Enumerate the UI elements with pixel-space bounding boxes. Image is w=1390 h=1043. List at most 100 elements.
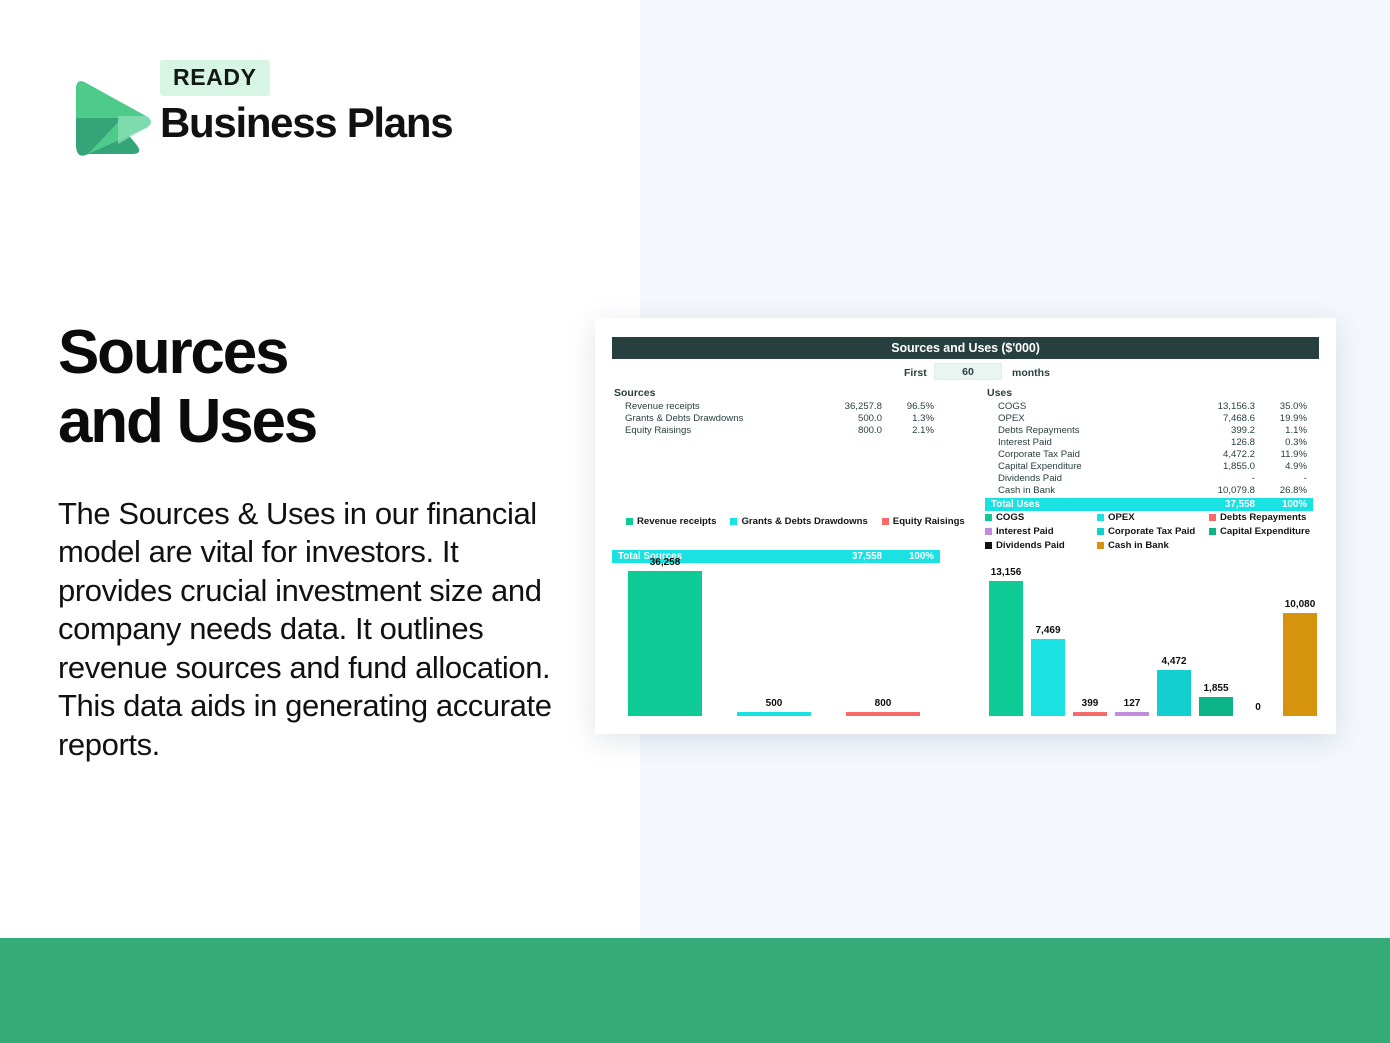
legend-label: COGS: [996, 511, 1025, 523]
bar-value-label: 500: [765, 698, 783, 709]
spreadsheet-card: Sources and Uses ($'000) First 60 months…: [595, 318, 1336, 734]
months-input[interactable]: 60: [934, 363, 1002, 380]
legend-label: Cash in Bank: [1108, 539, 1169, 551]
play-logo-icon: [58, 58, 154, 158]
table-row: Equity Raisings 800.0 2.1%: [612, 424, 940, 436]
bar-value-label: 13,156: [990, 567, 1022, 578]
table-row: Cash in Bank 10,079.8 26.8%: [985, 484, 1313, 496]
use-row-name: Cash in Bank: [998, 484, 1056, 496]
source-row-name: Grants & Debts Drawdowns: [625, 412, 744, 424]
legend-item[interactable]: Revenue receipts: [626, 516, 716, 527]
use-row-pct: 1.1%: [1285, 424, 1307, 436]
use-row-amount: 13,156.3: [1217, 400, 1255, 412]
source-row-amount: 36,257.8: [844, 400, 882, 412]
bar-rect: [846, 712, 920, 716]
use-row-pct: 19.9%: [1279, 412, 1307, 424]
legend-item[interactable]: Capital Expenditure: [1209, 526, 1321, 537]
description-paragraph: The Sources & Uses in our financial mode…: [58, 495, 552, 762]
uses-table: Uses COGS 13,156.3 35.0% OPEX 7,468.6 19.9% De…: [985, 386, 1313, 511]
sheet-title-bar: Sources and Uses ($'000): [612, 337, 1319, 359]
use-row-amount: 1,855.0: [1222, 460, 1255, 472]
use-row-pct: 11.9%: [1280, 448, 1308, 460]
legend-item[interactable]: Debts Repayments: [1209, 512, 1321, 523]
use-row-pct: 0.3%: [1285, 436, 1307, 448]
table-row: Debts Repayments 399.2 1.1%: [985, 424, 1313, 436]
legend-swatch-icon: [1097, 513, 1104, 521]
chart-bar: 500: [737, 546, 811, 716]
use-row-amount: 7,468.6: [1222, 412, 1255, 424]
use-row-amount: 10,079.8: [1217, 484, 1255, 496]
brand-name: Business Plans: [160, 99, 454, 146]
bar-value-label: 10,080: [1284, 598, 1316, 610]
legend-item[interactable]: COGS: [985, 512, 1097, 523]
chart-bar: 13,156: [989, 546, 1023, 716]
source-row-pct: 1.3%: [912, 412, 934, 424]
chart-bar: 399: [1073, 546, 1107, 716]
period-prefix-label: First: [904, 367, 927, 379]
source-row-pct: 96.5%: [906, 400, 934, 412]
legend-row: Interest Paid Corporate Tax Paid Capital E…: [985, 524, 1321, 538]
legend-item[interactable]: Equity Raisings: [881, 516, 965, 527]
total-uses-amount: 37,558: [1225, 499, 1255, 510]
bar-rect: [737, 712, 811, 716]
use-row-name: Corporate Tax Paid: [998, 448, 1080, 460]
table-row: Revenue receipts 36,257.8 96.5%: [612, 400, 940, 412]
legend-label: Grants & Debts Drawdowns: [741, 515, 868, 527]
left-text-column: Sources and Uses The Sources & Uses in o…: [58, 318, 558, 764]
chart-bar: 127: [1115, 546, 1149, 716]
use-row-name: OPEX: [998, 412, 1025, 424]
legend-row: COGS OPEX Debts Repayments: [985, 510, 1321, 524]
total-sources-amount: 37,558: [852, 551, 882, 562]
total-uses-row: Total Uses 37,558 100%: [985, 498, 1313, 511]
use-row-amount: -: [1251, 472, 1255, 484]
bar-value-label: 127: [1123, 698, 1141, 709]
legend-swatch-icon: [626, 517, 633, 525]
legend-item[interactable]: OPEX: [1097, 512, 1209, 523]
bar-rect: [989, 581, 1023, 716]
legend-swatch-icon: [1097, 541, 1104, 549]
bar-rect: [628, 571, 702, 716]
legend-swatch-icon: [730, 517, 738, 525]
use-row-pct: 4.9%: [1285, 460, 1307, 472]
source-row-amount: 500.0: [857, 412, 882, 424]
legend-label: Dividends Paid: [996, 539, 1065, 551]
legend-swatch-icon: [1209, 527, 1216, 535]
sources-table: Sources Revenue receipts 36,257.8 96.5% Gra…: [612, 386, 940, 563]
legend-item[interactable]: Dividends Paid: [985, 540, 1097, 551]
use-row-amount: 4,472.2: [1222, 448, 1255, 460]
chart-bar: 4,472: [1157, 546, 1191, 716]
total-uses-label: Total Uses: [991, 499, 1040, 510]
use-row-name: Interest Paid: [998, 436, 1052, 448]
uses-chart-legend: COGS OPEX Debts Repayments Interest Paid Cor…: [985, 510, 1321, 552]
use-row-pct: 35.0%: [1279, 400, 1307, 412]
use-row-name: Dividends Paid: [998, 472, 1062, 484]
period-selector-row: First 60 months: [612, 363, 1319, 383]
use-row-pct: 26.8%: [1279, 484, 1307, 496]
bar-value-label: 36,258: [649, 557, 681, 568]
total-sources-row: Total Sources 37,558 100%: [612, 550, 940, 563]
bar-rect: [1199, 696, 1233, 716]
legend-label: Corporate Tax Paid: [1108, 525, 1196, 537]
table-row: Capital Expenditure 1,855.0 4.9%: [985, 460, 1313, 472]
total-sources-pct: 100%: [908, 551, 934, 562]
legend-item[interactable]: Corporate Tax Paid: [1097, 526, 1209, 537]
brand-wordmark: READY Business Plans: [160, 60, 454, 146]
legend-item[interactable]: Grants & Debts Drawdowns: [730, 515, 868, 527]
uses-header: Uses: [987, 387, 1013, 399]
bar-rect: [1031, 639, 1065, 716]
sources-header: Sources: [614, 387, 656, 399]
legend-item[interactable]: Interest Paid: [985, 526, 1097, 537]
legend-item[interactable]: Cash in Bank: [1097, 540, 1209, 551]
period-unit-label: months: [1012, 367, 1050, 379]
table-row: Corporate Tax Paid 4,472.2 11.9%: [985, 448, 1313, 460]
source-row-amount: 800.0: [857, 424, 882, 436]
sources-chart-legend: Revenue receipts Grants & Debts Drawdowns…: [612, 514, 965, 528]
legend-swatch-icon: [985, 541, 992, 549]
legend-label: Debts Repayments: [1220, 511, 1307, 523]
chart-bar: 0: [1241, 546, 1275, 716]
brand-logo: READY Business Plans: [58, 58, 454, 158]
bar-value-label: 0: [1255, 702, 1261, 713]
chart-bar: 1,855: [1199, 546, 1233, 716]
legend-swatch-icon: [1209, 513, 1216, 521]
